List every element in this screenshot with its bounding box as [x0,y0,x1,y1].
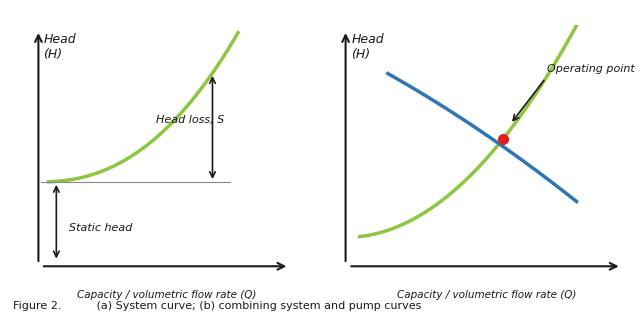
Text: Operating point: Operating point [547,63,635,74]
Text: Capacity / volumetric flow rate (Q): Capacity / volumetric flow rate (Q) [397,290,576,301]
Text: Capacity / volumetric flow rate (Q): Capacity / volumetric flow rate (Q) [77,290,256,301]
Text: Figure 2.          (a) System curve; (b) combining system and pump curves: Figure 2. (a) System curve; (b) combinin… [13,301,421,311]
Text: Head loss, S: Head loss, S [156,115,225,125]
Text: Static head: Static head [69,223,132,233]
Text: Head
(H): Head (H) [351,33,384,61]
Text: Head
(H): Head (H) [44,33,76,61]
